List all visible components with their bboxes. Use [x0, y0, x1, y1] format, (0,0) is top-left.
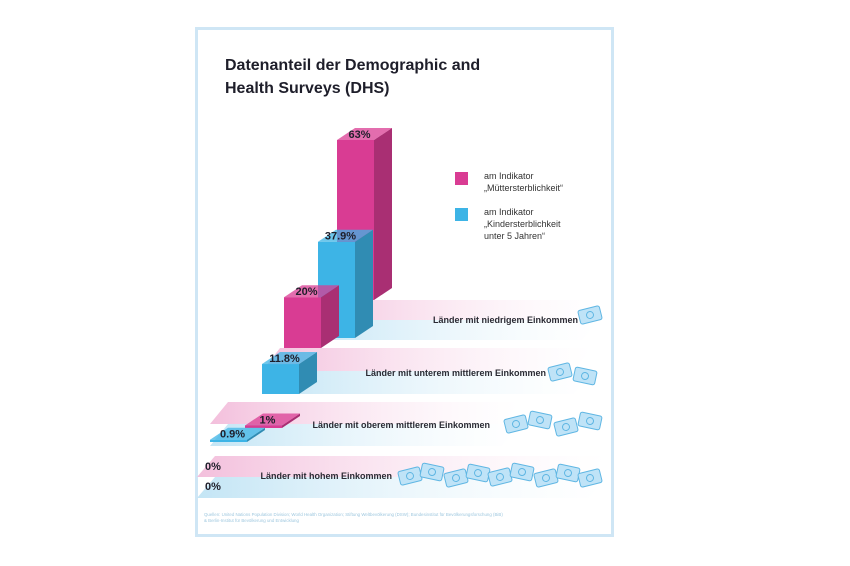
banknote-icon	[577, 305, 603, 325]
data-label-pink: 0%	[205, 461, 221, 473]
banknote-icon	[555, 463, 581, 483]
legend-item-mother: am Indikator „Müttersterblichkeit“	[455, 170, 604, 194]
bar-blue-top	[318, 229, 373, 242]
data-label-pink: 20%	[295, 286, 317, 298]
band-pink	[262, 348, 592, 371]
banknote-icon	[547, 362, 573, 382]
banknote-icon	[419, 462, 445, 482]
banknote-icon	[577, 411, 603, 431]
banknote-icon	[533, 468, 559, 488]
data-label-blue: 11.8%	[269, 353, 300, 365]
banknote-icon	[572, 366, 598, 386]
legend-swatch-pink	[455, 172, 468, 185]
legend-item-child: am Indikator „Kindersterblichkeit unter …	[455, 206, 604, 242]
category-label: Länder mit niedrigem Einkommen	[433, 315, 578, 325]
band-blue	[300, 320, 600, 340]
banknote-icon	[465, 463, 491, 483]
bar-blue-front	[210, 439, 247, 442]
bar-blue-front	[262, 364, 299, 394]
band-blue	[262, 371, 592, 394]
banknote-icon	[503, 414, 529, 434]
bar-pink-front	[245, 425, 282, 428]
bar-pink-top	[284, 285, 339, 298]
bar-pink-side	[282, 413, 300, 428]
bar-blue-top	[210, 427, 265, 440]
legend-label: am Indikator „Kindersterblichkeit unter …	[484, 207, 561, 241]
band-pink	[300, 300, 600, 320]
bar-pink-top	[337, 128, 392, 140]
chart-frame	[195, 27, 614, 537]
data-label-pink: 63%	[348, 129, 370, 141]
bar-pink-side	[321, 285, 339, 348]
data-label-pink: 1%	[260, 414, 276, 426]
bar-blue-top	[262, 352, 317, 365]
source-note: Quellen: United Nations Population Divis…	[204, 512, 503, 523]
category-label: Länder mit unterem mittlerem Einkommen	[365, 368, 546, 378]
bar-blue-side	[299, 352, 317, 394]
legend-swatch-blue	[455, 208, 468, 221]
data-label-blue: 0%	[205, 481, 221, 493]
band-blue	[210, 424, 520, 446]
banknote-icon	[509, 462, 535, 482]
bar-pink-side	[374, 128, 392, 300]
legend-label: am Indikator „Müttersterblichkeit“	[484, 171, 564, 193]
data-label-blue: 0.9%	[220, 429, 245, 441]
banknote-icon	[553, 417, 579, 437]
banknote-icon	[527, 410, 553, 430]
bar-blue-side	[355, 229, 373, 338]
chart-title: Datenanteil der Demographic and Health S…	[225, 57, 481, 97]
category-label: Länder mit oberem mittlerem Einkommen	[312, 420, 490, 430]
bar-pink-top	[245, 413, 300, 426]
data-label-blue: 37.9%	[325, 231, 356, 243]
bar-pink-front	[284, 297, 321, 348]
banknote-icon	[577, 468, 603, 488]
bar-blue-side	[247, 427, 265, 442]
category-label: Länder mit hohem Einkommen	[260, 471, 392, 481]
